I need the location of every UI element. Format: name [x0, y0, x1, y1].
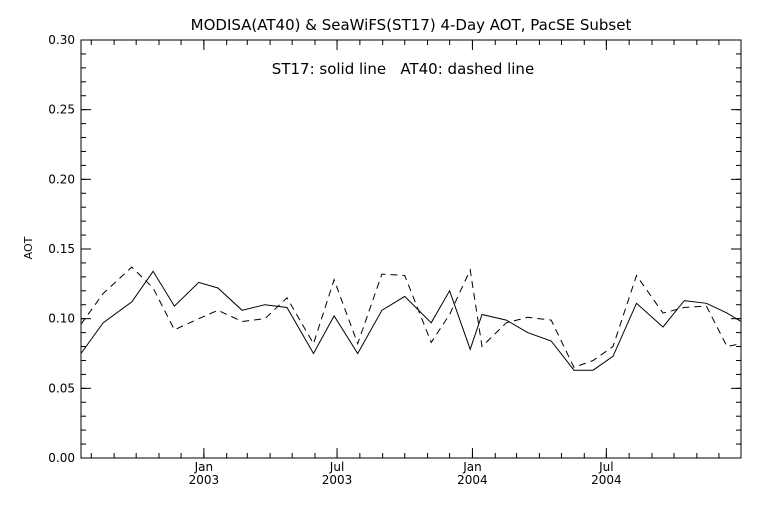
series-line-st17 [80, 270, 742, 371]
x-tick-label-year: 2004 [591, 473, 622, 487]
x-tick-label-month: Jul [329, 460, 344, 474]
x-tick-label-month: Jan [194, 460, 214, 474]
series-layer [80, 266, 742, 371]
y-tick-label: 0.25 [48, 103, 75, 117]
y-axis-label: AOT [22, 236, 35, 259]
chart-title: MODISA(AT40) & SeaWiFS(ST17) 4-Day AOT, … [191, 16, 632, 34]
x-tick-label-month: Jul [598, 460, 613, 474]
y-tick-label: 0.10 [48, 312, 75, 326]
x-tick-label-month: Jan [462, 460, 482, 474]
y-axis: 0.00 0.05 0.10 0.15 0.20 0.25 0.30 [48, 33, 741, 465]
y-tick-label: 0.20 [48, 172, 75, 186]
series-line-at40 [80, 266, 742, 369]
y-tick-label: 0.30 [48, 33, 75, 47]
y-tick-label: 0.05 [48, 381, 75, 395]
series-style-annotation: ST17: solid line AT40: dashed line [272, 60, 534, 78]
x-tick-label-year: 2004 [457, 473, 488, 487]
x-tick-label-year: 2003 [322, 473, 353, 487]
y-tick-label: 0.15 [48, 242, 75, 256]
plot-frame [80, 39, 742, 459]
y-tick-label: 0.00 [48, 451, 75, 465]
x-tick-label-year: 2003 [189, 473, 220, 487]
